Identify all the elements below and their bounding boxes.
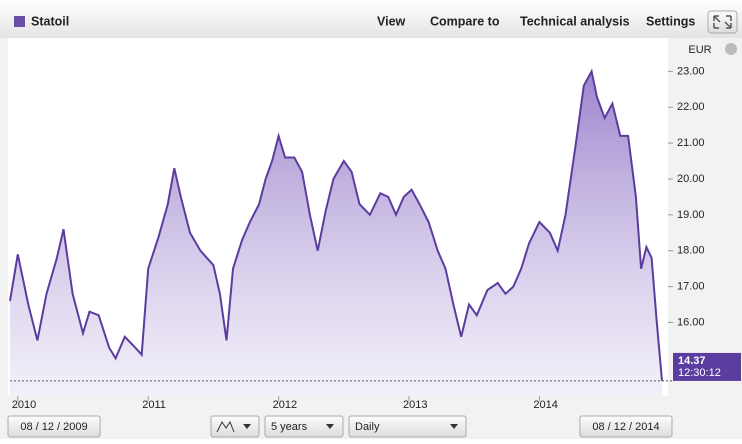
y-tick-label: 22.00	[677, 101, 705, 113]
period-select[interactable]	[264, 415, 344, 438]
interval-select[interactable]	[348, 415, 467, 438]
last-price-tag	[673, 352, 741, 381]
start-date-field[interactable]	[7, 415, 101, 438]
y-tick-label: 23.00	[677, 65, 705, 77]
dropdown-arrow	[243, 424, 251, 429]
period: 5 years	[271, 421, 308, 433]
currency-icon[interactable]	[725, 43, 737, 55]
price-line	[9, 68, 663, 381]
end-date: 08 / 12 / 2014	[592, 421, 659, 433]
y-tick-label: 16.00	[677, 316, 705, 328]
stock-name: Statoil	[31, 14, 69, 28]
x-tick-label: 2011	[142, 399, 166, 411]
y-tick-label: 21.00	[677, 137, 705, 149]
menu-technical[interactable]: Technical analysis	[520, 14, 630, 28]
header	[0, 0, 742, 38]
y-tick-label: 20.00	[677, 173, 705, 185]
y-tick-label: 18.00	[677, 245, 705, 257]
x-tick-label: 2010	[12, 399, 36, 411]
y-tick-label: 17.00	[677, 280, 705, 292]
interval: Daily	[355, 421, 380, 433]
dropdown-arrow	[326, 424, 334, 429]
dropdown-arrow	[450, 424, 458, 429]
currency: EUR	[688, 44, 711, 56]
last-time: 12:30:12	[678, 367, 721, 379]
last-price: 14.37	[678, 355, 706, 367]
series-swatch	[14, 16, 25, 27]
x-tick-label: 2012	[273, 399, 297, 411]
fullscreen-button[interactable]	[707, 10, 738, 34]
menu-view[interactable]: View	[377, 14, 406, 28]
x-tick-label: 2014	[533, 399, 557, 411]
menu-settings[interactable]: Settings	[646, 14, 695, 28]
end-date-field[interactable]	[579, 415, 673, 438]
chart-type-select[interactable]	[210, 415, 260, 438]
menu-compare[interactable]: Compare to	[430, 14, 500, 28]
x-tick-label: 2013	[403, 399, 427, 411]
chart-type-icon	[216, 420, 235, 433]
start-date: 08 / 12 / 2009	[20, 421, 87, 433]
price-area	[10, 71, 662, 397]
fullscreen-icon	[713, 15, 732, 29]
y-tick-label: 19.00	[677, 209, 705, 221]
